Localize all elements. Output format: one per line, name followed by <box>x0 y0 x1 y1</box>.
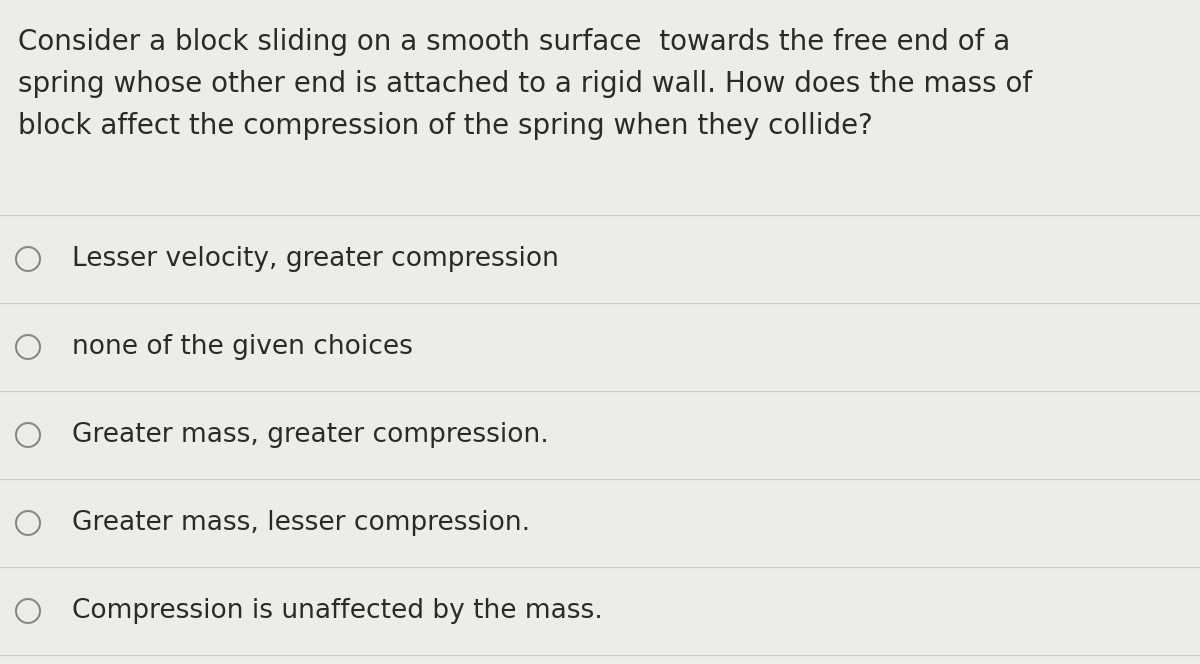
Text: Lesser velocity, greater compression: Lesser velocity, greater compression <box>72 246 559 272</box>
Text: spring whose other end is attached to a rigid wall. How does the mass of: spring whose other end is attached to a … <box>18 70 1032 98</box>
Text: Greater mass, greater compression.: Greater mass, greater compression. <box>72 422 548 448</box>
Text: Compression is unaffected by the mass.: Compression is unaffected by the mass. <box>72 598 602 624</box>
Text: Greater mass, lesser compression.: Greater mass, lesser compression. <box>72 510 530 536</box>
Text: block affect the compression of the spring when they collide?: block affect the compression of the spri… <box>18 112 872 140</box>
Text: none of the given choices: none of the given choices <box>72 334 413 360</box>
Text: Consider a block sliding on a smooth surface  towards the free end of a: Consider a block sliding on a smooth sur… <box>18 28 1010 56</box>
